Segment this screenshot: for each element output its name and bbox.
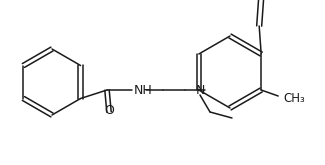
Text: NH: NH bbox=[134, 84, 153, 98]
Text: N: N bbox=[195, 84, 205, 98]
Text: O: O bbox=[104, 104, 114, 117]
Text: CH₃: CH₃ bbox=[283, 92, 305, 104]
